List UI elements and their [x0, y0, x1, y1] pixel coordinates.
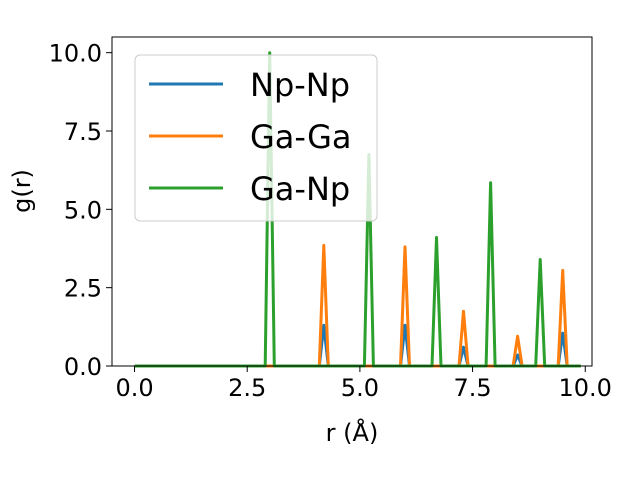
- x-tick-label: 7.5: [453, 374, 491, 402]
- x-axis: 0.0 2.5 5.0 7.5 10.0: [115, 366, 612, 402]
- legend-label-ga-np: Ga-Np: [250, 170, 350, 208]
- y-axis-label: g(r): [8, 169, 36, 213]
- y-tick-label: 2.5: [64, 275, 102, 303]
- legend-box: [134, 54, 378, 222]
- x-tick-label: 2.5: [228, 374, 266, 402]
- legend-label-ga-ga: Ga-Ga: [250, 118, 352, 156]
- legend: Np-Np Ga-Ga Ga-Np: [134, 54, 378, 222]
- x-axis-label: r (Å): [326, 418, 379, 447]
- y-axis: 0.0 2.5 5.0 7.5 10.0: [49, 40, 112, 381]
- series-line-ga-np: [134, 51, 581, 368]
- y-tick-label: 5.0: [64, 196, 102, 224]
- x-tick-label: 10.0: [559, 374, 612, 402]
- plot-area: [134, 51, 581, 368]
- y-tick-label: 7.5: [64, 118, 102, 146]
- y-tick-label: 0.0: [64, 353, 102, 381]
- axes-frame: [111, 36, 593, 367]
- y-tick-label: 10.0: [49, 40, 102, 68]
- x-tick-label: 5.0: [341, 374, 379, 402]
- x-tick-label: 0.0: [115, 374, 153, 402]
- legend-label-np-np: Np-Np: [250, 66, 350, 104]
- series-line-ga-ga: [134, 243, 581, 368]
